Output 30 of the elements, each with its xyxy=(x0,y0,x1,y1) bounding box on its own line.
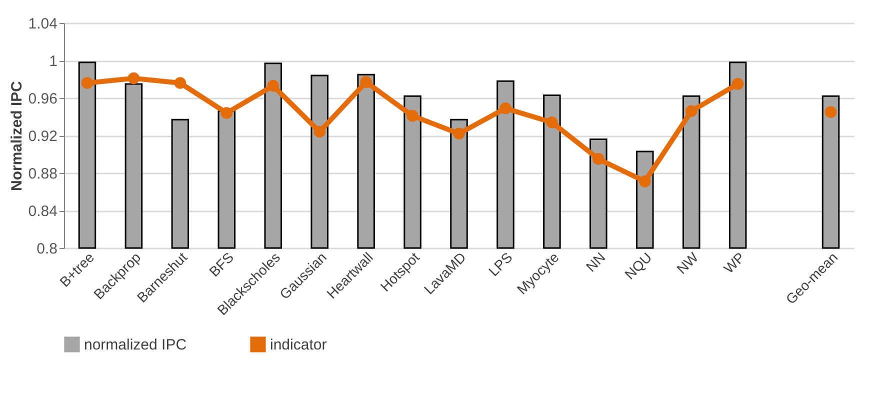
y-tick-label: 0.88 xyxy=(28,166,58,182)
y-axis-title: Normalized IPC xyxy=(8,80,26,192)
point xyxy=(453,128,465,140)
point xyxy=(638,176,651,188)
point xyxy=(500,102,512,114)
point xyxy=(592,153,604,165)
point xyxy=(824,106,837,118)
legend-label: indicator xyxy=(270,336,327,354)
point xyxy=(314,126,326,138)
y-tick-label: 0.8 xyxy=(36,240,58,258)
y-tick-label: 1 xyxy=(49,53,58,70)
y-tick-label: 0.96 xyxy=(28,90,58,108)
y-tick-label: 1.04 xyxy=(28,16,58,32)
point xyxy=(81,77,94,89)
x-tick-label: LPS xyxy=(485,249,516,280)
x-tick-label: NW xyxy=(673,248,702,277)
point xyxy=(360,76,372,88)
point xyxy=(546,116,558,128)
point xyxy=(267,80,280,92)
point xyxy=(220,107,233,119)
point xyxy=(685,105,698,118)
y-tick-label: 0.92 xyxy=(28,128,58,145)
legend-label: normalized IPC xyxy=(84,336,187,354)
point xyxy=(732,78,744,90)
point xyxy=(174,77,186,89)
point xyxy=(128,72,140,84)
y-tick-label: 0.84 xyxy=(28,203,58,220)
point xyxy=(406,110,418,122)
x-tick-label: WP xyxy=(720,249,748,276)
x-tick-label: NN xyxy=(582,249,608,275)
